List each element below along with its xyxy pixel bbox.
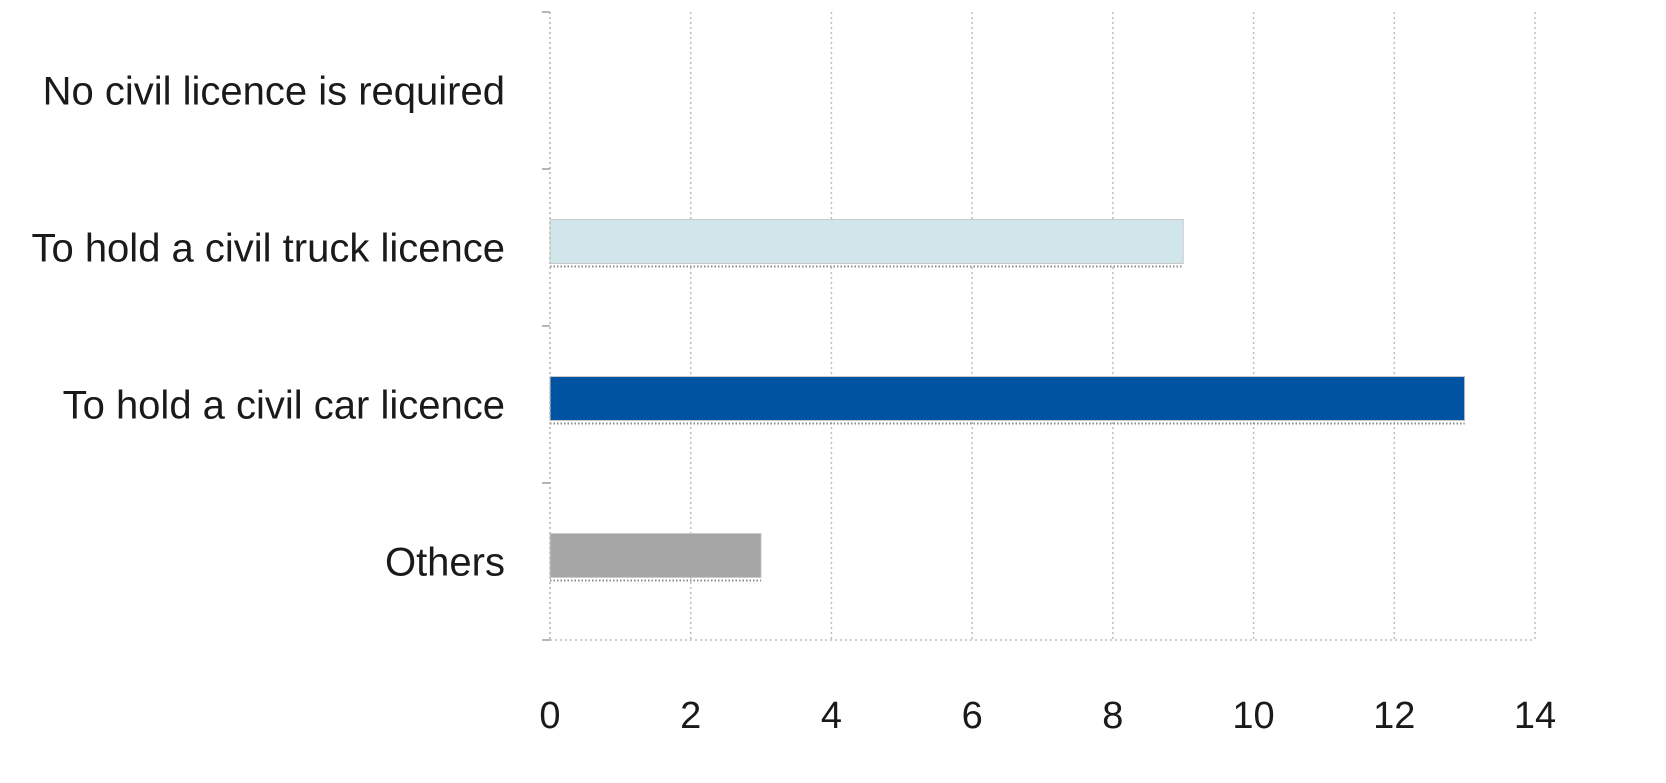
x-tick-label: 14 (1514, 695, 1556, 737)
x-tick-label: 6 (962, 695, 983, 737)
bar (549, 219, 1184, 264)
category-label: To hold a civil truck licence (31, 227, 505, 271)
x-tick-label: 2 (680, 695, 701, 737)
x-tick-label: 8 (1102, 695, 1123, 737)
x-tick-label: 10 (1232, 695, 1274, 737)
x-tick-label: 12 (1373, 695, 1415, 737)
label-layer: 0 2 4 6 8 10 12 14 No civil licence is required T… (31, 70, 1556, 738)
bar (549, 376, 1466, 421)
category-label: Others (385, 541, 505, 585)
bar (549, 533, 762, 578)
axis-layer (542, 11, 1535, 641)
category-label: To hold a civil car licence (63, 384, 505, 428)
category-label: No civil licence is required (43, 70, 505, 114)
x-tick-label: 0 (539, 695, 560, 737)
x-tick-label: 4 (821, 695, 842, 737)
bar-layer (549, 219, 1466, 582)
